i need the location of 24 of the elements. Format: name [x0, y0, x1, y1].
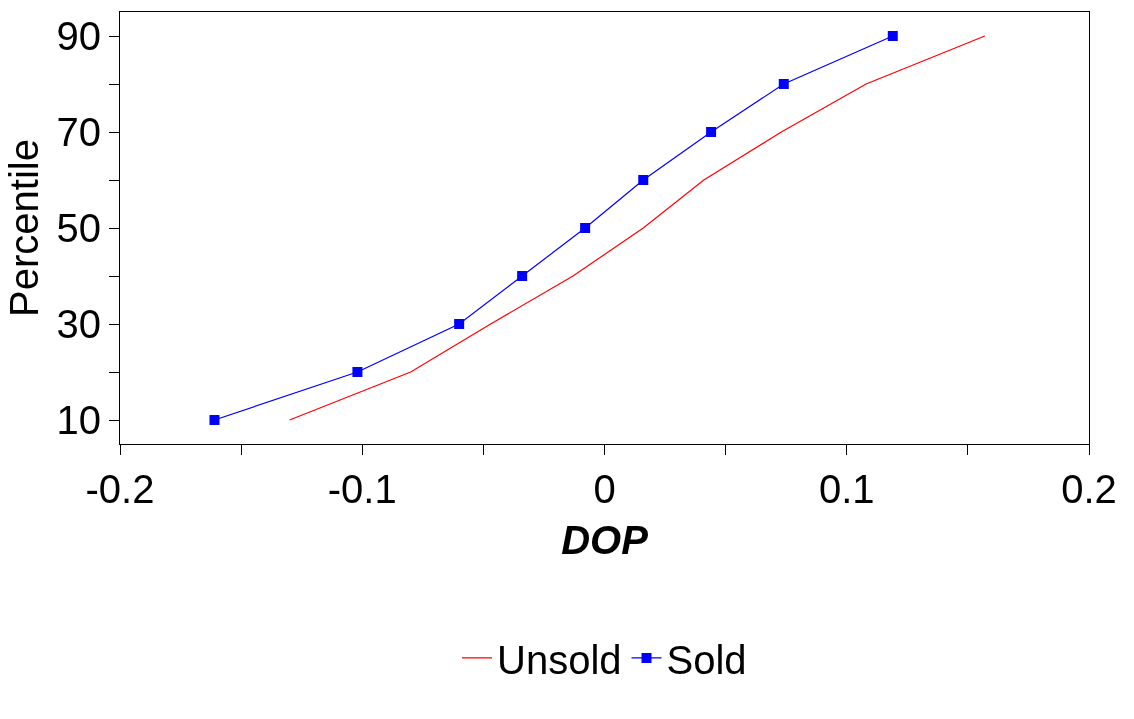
y-tick-label: 50 [56, 206, 101, 250]
x-tick-label: 0.2 [1061, 467, 1117, 511]
point [517, 271, 528, 281]
point [454, 319, 465, 329]
y-tick-label: 70 [56, 110, 101, 154]
y-axis-title: Percentile [2, 139, 46, 317]
x-axis-title: DOP [561, 517, 649, 562]
y-tick-label: 30 [56, 302, 101, 346]
line-series [288, 35, 986, 421]
point [638, 175, 649, 185]
point [778, 79, 789, 89]
y-tick-label: 90 [56, 14, 101, 58]
x-tick-label: 0 [593, 467, 616, 511]
y-tick-label: 10 [56, 398, 101, 442]
point [352, 367, 363, 377]
point [580, 223, 591, 233]
legend-label: Unsold [497, 637, 622, 682]
x-tick-label: -0.1 [327, 467, 397, 511]
x-tick-label: 0.1 [818, 467, 875, 511]
legend-label: Sold [666, 637, 747, 682]
point [209, 415, 220, 425]
x-tick-label: -0.2 [85, 467, 155, 511]
point [706, 127, 717, 137]
point [887, 31, 898, 41]
